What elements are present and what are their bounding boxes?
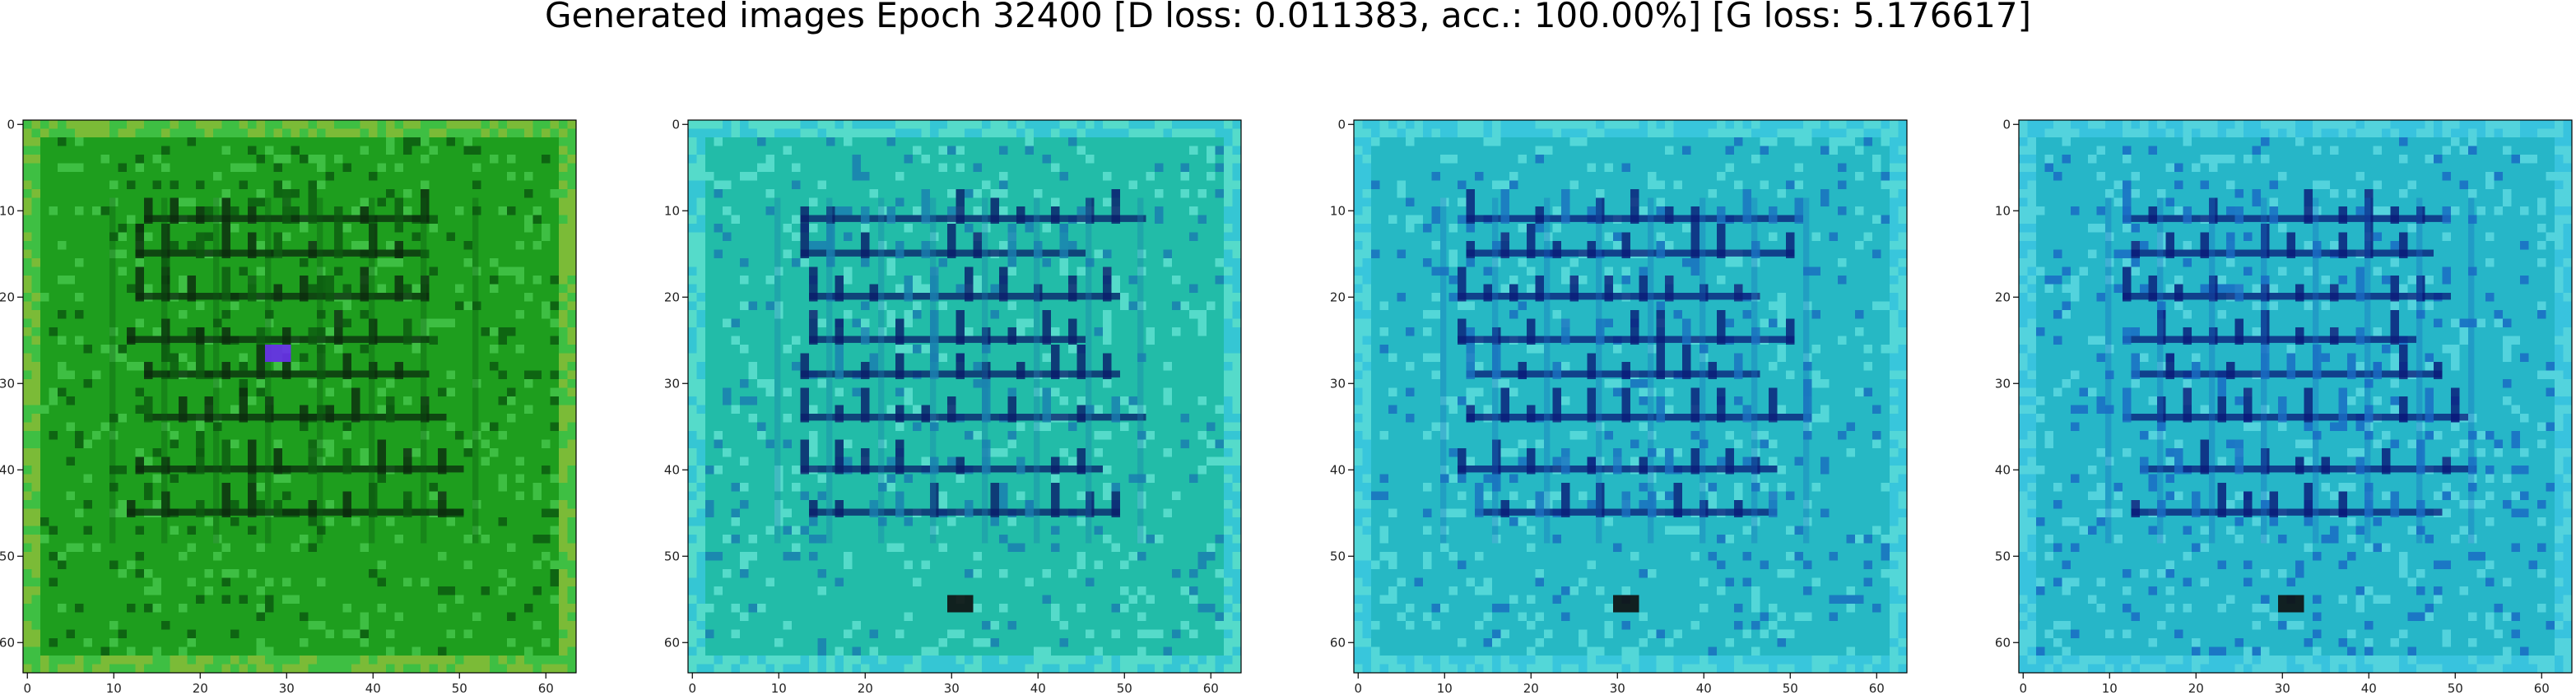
y-tick-label: 10 xyxy=(1995,203,2011,218)
x-tick-label: 30 xyxy=(944,681,960,695)
generated-image xyxy=(23,120,576,673)
x-tick-label: 0 xyxy=(688,681,696,695)
y-tick-label: 40 xyxy=(0,462,15,477)
generated-image xyxy=(688,120,1241,673)
x-tick-label: 10 xyxy=(1437,681,1453,695)
y-tick-label: 50 xyxy=(664,549,680,563)
x-tick-label: 60 xyxy=(2534,681,2550,695)
x-tick-label: 30 xyxy=(1610,681,1625,695)
subplot-1: 0 10 20 30 40 50 60 0 10 20 30 40 50 60 xyxy=(23,120,579,676)
y-tick-label: 60 xyxy=(1330,635,1346,650)
y-tick-label: 0 xyxy=(672,117,680,132)
x-tick-label: 40 xyxy=(2361,681,2377,695)
x-tick-label: 10 xyxy=(2102,681,2118,695)
x-tick-label: 0 xyxy=(23,681,31,695)
figure-title: Generated images Epoch 32400 [D loss: 0.… xyxy=(0,0,2576,41)
y-tick-label: 40 xyxy=(1330,462,1346,477)
x-tick-label: 30 xyxy=(2275,681,2290,695)
x-tick-label: 50 xyxy=(2448,681,2463,695)
subplot-3: 0 10 20 30 40 50 60 0 10 20 30 40 50 60 xyxy=(1354,120,1910,676)
y-tick-label: 60 xyxy=(664,635,680,650)
y-tick-label: 50 xyxy=(1330,549,1346,563)
x-tick-label: 60 xyxy=(1869,681,1885,695)
x-tick-label: 0 xyxy=(1354,681,1362,695)
y-tick-label: 0 xyxy=(7,117,15,132)
y-tick-label: 60 xyxy=(0,635,15,650)
subplot-4: 0 10 20 30 40 50 60 0 10 20 30 40 50 60 xyxy=(2019,120,2575,676)
y-tick-label: 10 xyxy=(0,203,15,218)
y-tick-label: 20 xyxy=(1995,290,2011,304)
y-tick-label: 20 xyxy=(0,290,15,304)
y-tick-label: 50 xyxy=(1995,549,2011,563)
y-tick-label: 60 xyxy=(1995,635,2011,650)
x-tick-label: 40 xyxy=(1696,681,1712,695)
y-tick-label: 50 xyxy=(0,549,15,563)
y-tick-label: 10 xyxy=(664,203,680,218)
y-tick-label: 0 xyxy=(1337,117,1346,132)
x-tick-label: 60 xyxy=(538,681,554,695)
y-tick-label: 20 xyxy=(1330,290,1346,304)
x-tick-label: 10 xyxy=(106,681,122,695)
x-tick-label: 20 xyxy=(193,681,208,695)
x-tick-label: 50 xyxy=(452,681,467,695)
x-tick-label: 20 xyxy=(858,681,873,695)
x-tick-label: 50 xyxy=(1117,681,1132,695)
x-tick-label: 30 xyxy=(279,681,295,695)
x-tick-label: 40 xyxy=(1030,681,1046,695)
x-tick-label: 50 xyxy=(1783,681,1798,695)
x-tick-label: 20 xyxy=(2188,681,2204,695)
subplot-2: 0 10 20 30 40 50 60 0 10 20 30 40 50 60 xyxy=(688,120,1244,676)
y-tick-label: 10 xyxy=(1330,203,1346,218)
x-tick-label: 60 xyxy=(1203,681,1219,695)
generated-image xyxy=(2019,120,2572,673)
y-tick-label: 0 xyxy=(2002,117,2011,132)
x-tick-label: 10 xyxy=(771,681,787,695)
y-tick-label: 40 xyxy=(1995,462,2011,477)
y-tick-label: 30 xyxy=(664,376,680,391)
x-tick-label: 20 xyxy=(1523,681,1539,695)
y-tick-label: 30 xyxy=(1330,376,1346,391)
y-tick-label: 30 xyxy=(1995,376,2011,391)
generated-image xyxy=(1354,120,1907,673)
x-tick-label: 40 xyxy=(365,681,381,695)
y-tick-label: 40 xyxy=(664,462,680,477)
x-tick-label: 0 xyxy=(2019,681,2027,695)
y-tick-label: 20 xyxy=(664,290,680,304)
y-tick-label: 30 xyxy=(0,376,15,391)
